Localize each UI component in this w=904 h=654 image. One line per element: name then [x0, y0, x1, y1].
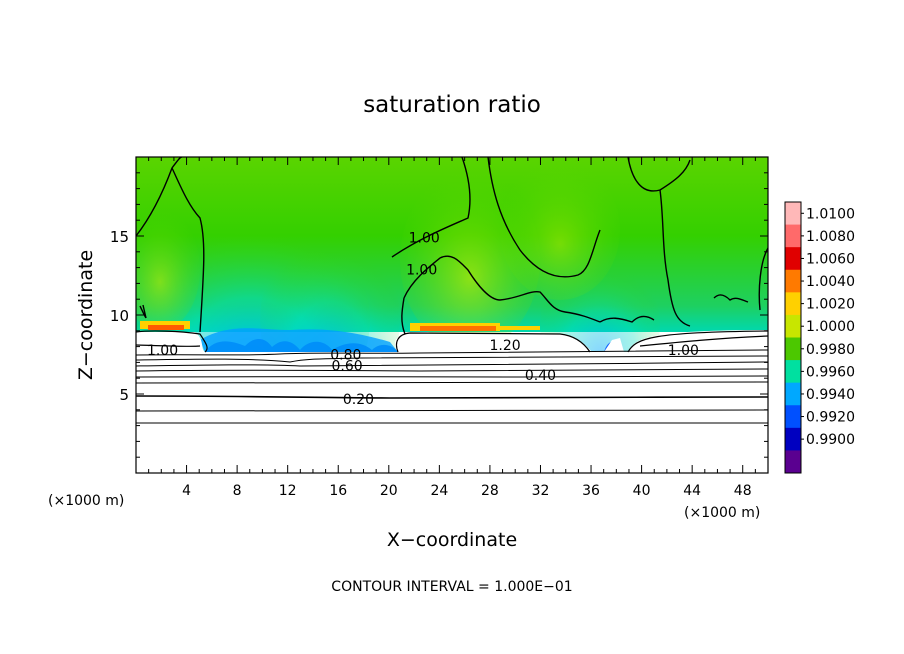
contour-line — [136, 344, 201, 348]
colorbar-label: 0.9920 — [806, 410, 855, 426]
colorbar-swatch — [785, 269, 801, 293]
colorbar-label: 0.9900 — [806, 432, 855, 448]
colorbar-label: 1.0020 — [806, 297, 855, 313]
contour-line — [713, 294, 749, 303]
contour-line — [136, 368, 768, 372]
contour-line — [139, 304, 147, 319]
colorbar: 1.0100 1.0080 1.0060 1.0040 1.0020 1.0000 0.99… — [784, 201, 855, 474]
contour-line — [136, 355, 768, 363]
colorbar-swatch — [785, 382, 801, 406]
x-tick-label: 12 — [279, 483, 297, 499]
colorbar-label: 0.9960 — [806, 364, 855, 380]
x-tick-label: 32 — [532, 483, 550, 499]
contour-line — [659, 189, 691, 327]
contour-line — [136, 375, 768, 378]
contour-label: 1.00 — [668, 343, 699, 359]
x-tick-label: 24 — [430, 483, 448, 499]
supersat-strip — [500, 326, 540, 330]
contour-line — [136, 157, 205, 333]
contour-label: 1.00 — [409, 231, 440, 247]
supersat-strip — [420, 326, 496, 331]
x-axis-label: X−coordinate — [387, 529, 517, 551]
colorbar-swatch — [785, 405, 801, 429]
x-tick-label: 48 — [734, 483, 752, 499]
supersat-region — [500, 160, 620, 300]
blue-band — [200, 328, 398, 352]
colorbar-swatch — [785, 224, 801, 248]
contour-label: 1.00 — [147, 343, 178, 359]
colorbar-swatch — [785, 337, 801, 361]
colorbar-swatch — [785, 450, 801, 474]
contour-line — [487, 157, 601, 278]
contour-line — [401, 297, 406, 335]
y-axis-ticks: 5 10 15 — [110, 172, 768, 458]
colorbar-label: 0.9980 — [806, 342, 855, 358]
y-tick-label: 15 — [110, 228, 129, 246]
x-tick-label: 8 — [233, 483, 242, 499]
contour-line — [395, 332, 591, 353]
y-axis-label: Z−coordinate — [75, 250, 97, 380]
contour-line — [136, 361, 768, 367]
colorbar-swatch — [785, 247, 801, 271]
contour-lines-upper — [136, 157, 768, 335]
contour-line — [136, 349, 768, 356]
colorbar-swatch — [785, 202, 801, 226]
contour-line — [136, 330, 208, 353]
contour-label: 0.40 — [525, 368, 556, 384]
x-tick-label: 40 — [633, 483, 651, 499]
colorbar-swatch — [785, 360, 801, 384]
colorbar-swatch — [785, 314, 801, 338]
plot-area — [136, 157, 768, 473]
contour-label: 0.80 — [330, 348, 361, 364]
x-tick-label: 16 — [329, 483, 347, 499]
colorbar-label: 1.0040 — [806, 274, 855, 290]
contour-line — [627, 330, 768, 353]
contour-label: 1.00 — [406, 262, 437, 278]
colorbar-label: 1.0060 — [806, 251, 855, 267]
contour-line — [136, 409, 768, 412]
x-tick-label: 36 — [582, 483, 600, 499]
x-unit-label-left: (×1000 m) — [48, 493, 124, 509]
x-unit-label-right: (×1000 m) — [684, 505, 760, 521]
contour-label: 0.60 — [332, 359, 363, 375]
x-tick-label: 28 — [481, 483, 499, 499]
supersat-strip — [148, 325, 184, 330]
contour-line — [639, 335, 768, 347]
contour-line — [136, 395, 768, 399]
contour-line — [403, 255, 601, 323]
x-tick-label: 44 — [683, 483, 701, 499]
colorbar-swatch — [785, 427, 801, 451]
contour-label: 0.20 — [343, 392, 374, 408]
x-tick-label: 20 — [380, 483, 398, 499]
contour-line — [599, 315, 655, 323]
colorbar-label: 0.9940 — [806, 387, 855, 403]
colorbar-label: 1.0100 — [806, 206, 855, 222]
colorbar-label: 1.0080 — [806, 229, 855, 245]
x-tick-label: 4 — [182, 483, 191, 499]
chart-title: saturation ratio — [363, 92, 541, 118]
contour-line — [136, 381, 768, 384]
x-axis-ticks: 4 8 12 16 20 24 28 32 36 40 44 48 — [148, 157, 756, 499]
contour-interval-note: CONTOUR INTERVAL = 1.000E−01 — [331, 579, 572, 595]
contour-line — [758, 247, 768, 311]
colorbar-frame — [784, 201, 802, 474]
contour-label: 1.20 — [490, 338, 521, 354]
y-tick-label: 10 — [110, 307, 129, 325]
supersat-region — [136, 210, 200, 330]
y-tick-label: 5 — [119, 386, 129, 404]
colorbar-label: 1.0000 — [806, 319, 855, 335]
contour-labels: 1.00 1.00 1.00 1.20 1.00 0.800.60 0.40 0.20 — [147, 231, 699, 408]
contour-line — [391, 157, 471, 258]
contour-lines — [136, 330, 768, 424]
colorbar-swatch — [785, 292, 801, 316]
